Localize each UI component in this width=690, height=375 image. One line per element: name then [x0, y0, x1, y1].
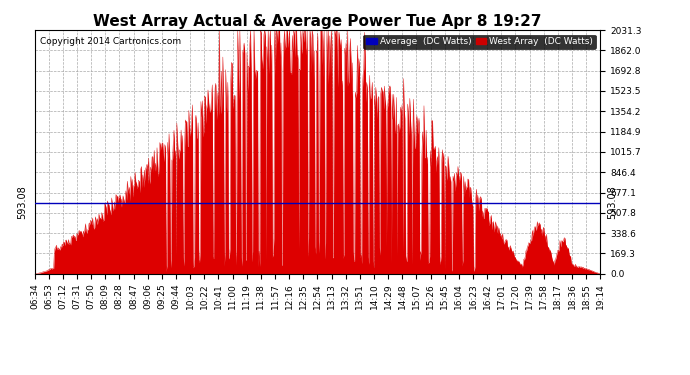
- Text: Copyright 2014 Cartronics.com: Copyright 2014 Cartronics.com: [40, 38, 181, 46]
- Title: West Array Actual & Average Power Tue Apr 8 19:27: West Array Actual & Average Power Tue Ap…: [93, 14, 542, 29]
- Text: 593.08: 593.08: [607, 186, 618, 219]
- Text: 593.08: 593.08: [17, 186, 28, 219]
- Legend: Average  (DC Watts), West Array  (DC Watts): Average (DC Watts), West Array (DC Watts…: [363, 34, 595, 49]
